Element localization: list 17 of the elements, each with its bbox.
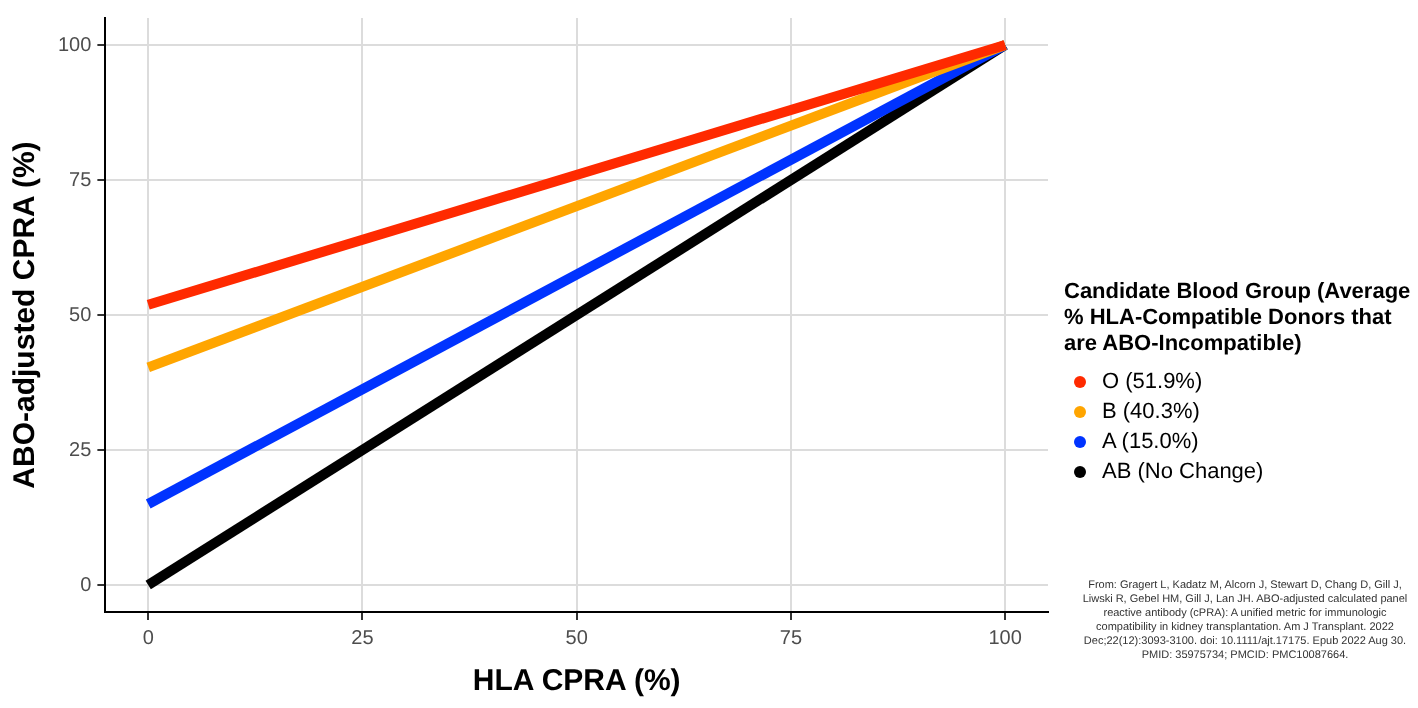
x-tick-label: 75 xyxy=(779,627,803,650)
legend-label: O (51.9%) xyxy=(1102,369,1203,393)
y-tick-label: 50 xyxy=(69,304,93,327)
legend-label: A (15.0%) xyxy=(1102,429,1199,453)
x-axis-title: HLA CPRA (%) xyxy=(472,664,681,699)
legend-title: Candidate Blood Group (Average % HLA-Compatible Donors that are ABO-Incompatible) xyxy=(1064,280,1413,358)
x-tick-label: 100 xyxy=(988,627,1023,650)
x-tick-label: 25 xyxy=(351,627,375,650)
y-tick-label: 0 xyxy=(80,574,93,597)
legend-label: B (40.3%) xyxy=(1102,399,1200,423)
x-tick-label: 0 xyxy=(142,627,155,650)
y-tick-label: 75 xyxy=(69,169,93,192)
y-tick-label: 25 xyxy=(69,439,93,462)
x-tick-label: 50 xyxy=(565,627,589,650)
y-axis-title: ABO-adjusted CPRA (%) xyxy=(8,141,43,489)
y-tick-label: 100 xyxy=(57,34,93,57)
legend-label: AB (No Change) xyxy=(1102,459,1264,483)
